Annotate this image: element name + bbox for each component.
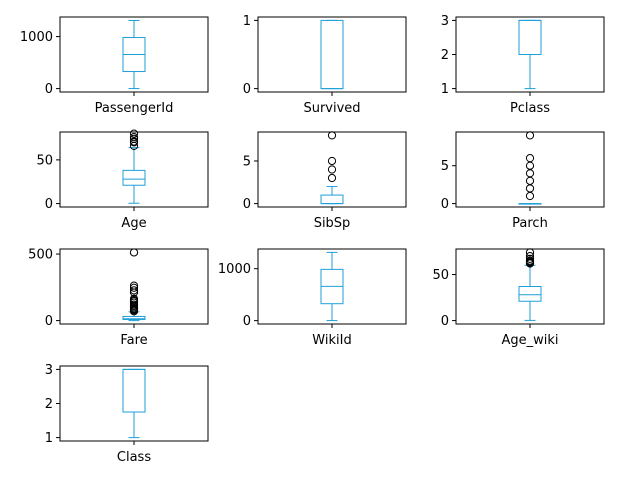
subplot-passengerid: 0 1000 PassengerId	[20, 16, 209, 116]
subplot-wikiid: 0 1000 WikiId	[218, 248, 407, 348]
iqr-box	[320, 194, 344, 205]
outlier-point	[327, 165, 337, 174]
x-tick-label: Parch	[512, 216, 548, 231]
y-tick-label: 0	[441, 314, 449, 329]
y-tick-label: 0	[243, 314, 251, 329]
outlier-point	[525, 251, 535, 261]
outlier-point	[129, 133, 139, 142]
y-tick-label: 2	[45, 397, 53, 412]
y-tick-label: 5	[441, 159, 449, 174]
outlier-point	[525, 154, 535, 163]
subplot-parch: 0 5 Parch	[441, 131, 605, 231]
outlier-point	[525, 161, 535, 170]
y-tick-label: 1	[243, 14, 251, 29]
outlier-point	[129, 129, 139, 138]
outlier-point	[525, 254, 535, 263]
y-tick-label: 500	[28, 248, 53, 263]
outlier-point	[525, 176, 535, 185]
axes-frame	[257, 131, 407, 208]
subplot-age_wiki: 0 50 Age_wiki	[432, 248, 605, 348]
outlier-point	[525, 248, 535, 257]
x-tick-label: SibSp	[314, 216, 351, 231]
outlier-point	[525, 191, 535, 201]
outlier-point	[525, 184, 535, 193]
y-tick-label: 1	[441, 82, 449, 97]
y-tick-label: 50	[36, 153, 53, 168]
iqr-box	[122, 169, 146, 186]
y-tick-label: 0	[45, 82, 53, 97]
y-tick-label: 3	[45, 363, 53, 378]
x-tick-label: Age_wiki	[501, 333, 558, 348]
y-tick-label: 3	[441, 14, 449, 29]
outlier-point	[327, 131, 337, 140]
x-tick-label: WikiId	[312, 333, 351, 348]
outlier-point	[129, 300, 139, 309]
axes-frame	[257, 16, 407, 93]
subplot-age: 0 50 Age	[36, 129, 209, 231]
y-tick-label: 2	[441, 48, 449, 63]
outlier-point	[525, 169, 535, 178]
iqr-box	[122, 315, 146, 321]
outlier-point	[129, 137, 139, 146]
y-tick-label: 0	[45, 197, 53, 212]
y-tick-label: 0	[243, 82, 251, 97]
x-tick-label: Fare	[120, 333, 147, 348]
y-tick-label: 1000	[218, 262, 251, 277]
subplot-fare: 0 500 Fare	[28, 248, 209, 348]
y-tick-label: 0	[441, 197, 449, 212]
subplot-class: 1 2 3 Class	[45, 363, 209, 465]
outlier-point	[129, 283, 139, 292]
y-tick-label: 0	[45, 314, 53, 329]
outlier-point	[129, 248, 139, 257]
iqr-box	[518, 286, 542, 302]
iqr-box	[122, 368, 146, 413]
x-tick-label: PassengerId	[95, 101, 174, 116]
outlier-point	[129, 281, 139, 290]
subplot-survived: 0 1 Survived	[243, 14, 407, 116]
y-tick-label: 50	[432, 268, 449, 283]
y-tick-label: 0	[243, 197, 251, 212]
iqr-box	[518, 19, 542, 55]
y-tick-label: 1000	[20, 30, 53, 45]
outlier-point	[129, 286, 139, 295]
outlier-point	[327, 156, 337, 166]
x-tick-label: Pclass	[510, 101, 550, 116]
x-tick-label: Age	[121, 216, 146, 231]
outlier-point	[327, 173, 337, 183]
x-tick-label: Class	[117, 450, 151, 465]
subplot-sibsp: 0 5 SibSp	[243, 131, 407, 231]
outlier-point	[525, 131, 535, 140]
iqr-box	[320, 19, 344, 90]
y-tick-label: 1	[45, 431, 53, 446]
x-tick-label: Survived	[303, 101, 360, 116]
y-tick-label: 5	[243, 154, 251, 169]
outlier-point	[129, 294, 139, 303]
subplot-pclass: 1 2 3 Pclass	[441, 14, 605, 116]
